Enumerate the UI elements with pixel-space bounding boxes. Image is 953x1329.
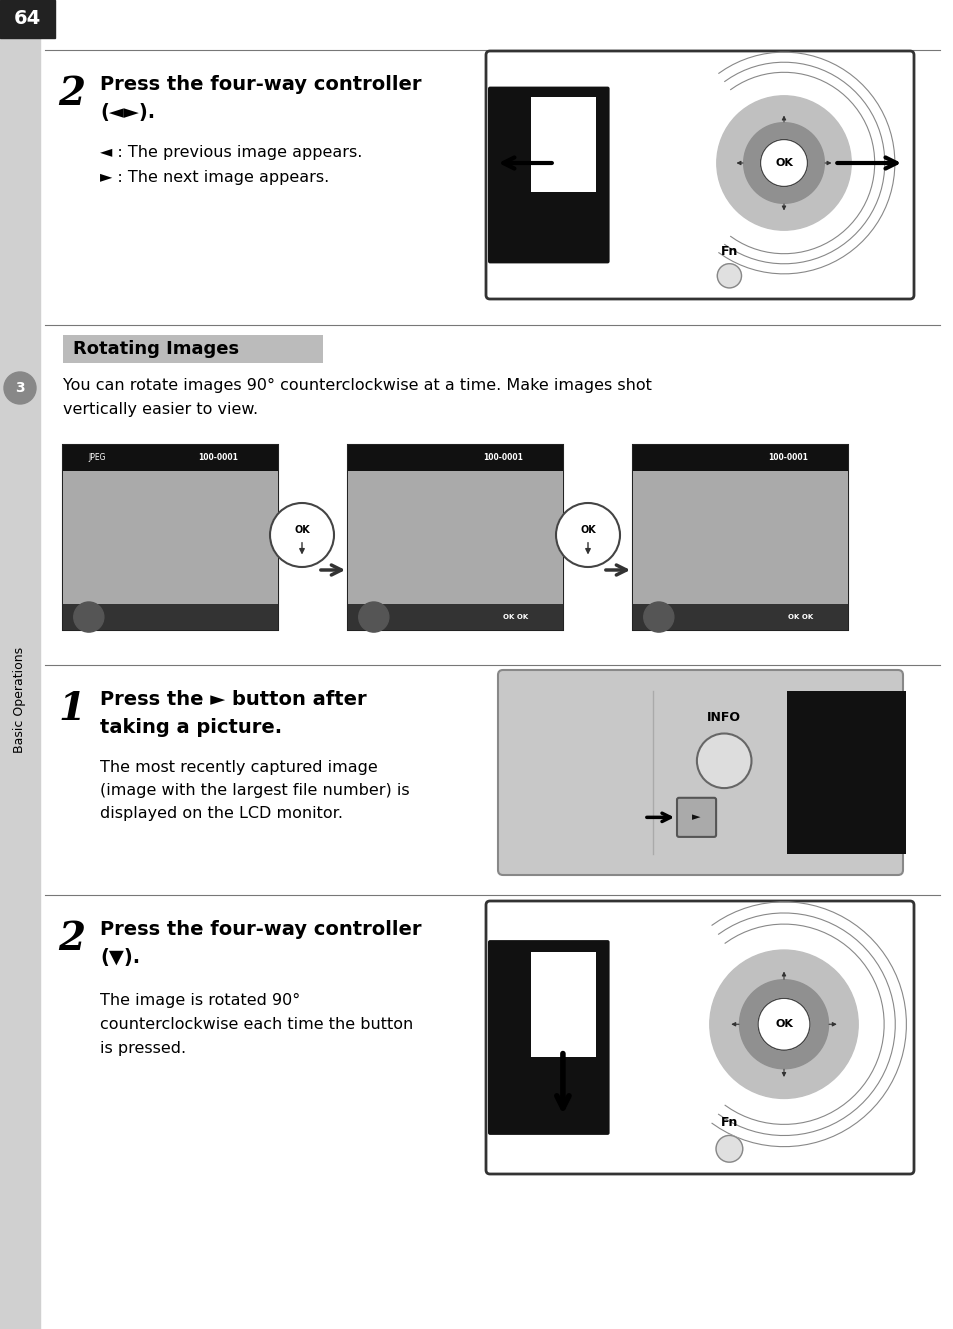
Bar [348, 445, 562, 470]
Bar [531, 952, 596, 1057]
Circle shape [739, 979, 827, 1069]
Circle shape [697, 734, 751, 788]
Text: Basic Operations: Basic Operations [13, 647, 27, 754]
Bar [348, 605, 562, 630]
Text: INFO: INFO [706, 711, 740, 724]
Bar [0, 0, 55, 39]
Text: vertically easier to view.: vertically easier to view. [63, 401, 258, 417]
Bar [786, 691, 905, 855]
Text: (◄►).: (◄►). [100, 104, 155, 122]
Bar [531, 97, 596, 193]
Circle shape [358, 602, 389, 633]
Bar [63, 445, 277, 630]
Text: 100-0001: 100-0001 [197, 453, 237, 462]
Text: OK OK: OK OK [787, 614, 813, 621]
Bar [633, 470, 847, 605]
Text: counterclockwise each time the button: counterclockwise each time the button [100, 1017, 413, 1033]
Text: 2: 2 [58, 74, 86, 113]
Text: OK: OK [774, 1019, 792, 1029]
Text: Press the four-way controller: Press the four-way controller [100, 920, 421, 940]
Text: OK: OK [579, 525, 596, 536]
Text: 1: 1 [58, 690, 86, 728]
Text: ◄ : The previous image appears.: ◄ : The previous image appears. [100, 145, 362, 159]
Circle shape [716, 96, 850, 230]
Text: JPEG: JPEG [89, 453, 106, 462]
Bar [348, 445, 562, 630]
Text: 3: 3 [15, 381, 25, 395]
Text: 2: 2 [58, 920, 86, 958]
Circle shape [709, 950, 858, 1099]
Circle shape [716, 1135, 742, 1162]
Text: Fn: Fn [720, 246, 738, 258]
Circle shape [743, 122, 823, 203]
Bar [63, 445, 277, 470]
Circle shape [556, 502, 619, 567]
Text: taking a picture.: taking a picture. [100, 718, 282, 738]
Text: The image is rotated 90°: The image is rotated 90° [100, 993, 300, 1007]
Bar [63, 335, 323, 363]
Bar [633, 445, 847, 630]
Text: (image with the largest file number) is: (image with the largest file number) is [100, 783, 409, 797]
Bar [0, 0, 40, 1329]
Text: Press the ► button after: Press the ► button after [100, 690, 366, 708]
Bar [633, 605, 847, 630]
Text: displayed on the LCD monitor.: displayed on the LCD monitor. [100, 805, 343, 821]
FancyBboxPatch shape [485, 901, 913, 1174]
Text: Fn: Fn [720, 1116, 738, 1128]
Bar [348, 470, 562, 605]
Circle shape [717, 263, 740, 288]
FancyBboxPatch shape [497, 670, 902, 874]
Text: ► : The next image appears.: ► : The next image appears. [100, 170, 329, 185]
Bar [63, 470, 277, 605]
Text: The most recently captured image: The most recently captured image [100, 760, 377, 775]
Circle shape [73, 602, 104, 633]
Bar [63, 605, 277, 630]
FancyBboxPatch shape [488, 86, 609, 263]
Text: 64: 64 [13, 9, 41, 28]
Text: Press the four-way controller: Press the four-way controller [100, 74, 421, 94]
FancyBboxPatch shape [485, 51, 913, 299]
Text: ►: ► [692, 812, 700, 823]
Text: OK OK: OK OK [502, 614, 528, 621]
FancyBboxPatch shape [677, 797, 716, 837]
Circle shape [4, 372, 36, 404]
Text: Rotating Images: Rotating Images [73, 340, 239, 358]
Circle shape [758, 998, 809, 1050]
Circle shape [643, 602, 673, 633]
Text: OK: OK [294, 525, 310, 536]
Text: is pressed.: is pressed. [100, 1041, 186, 1057]
Circle shape [760, 140, 806, 186]
Text: (▼).: (▼). [100, 948, 140, 968]
Text: 100-0001: 100-0001 [482, 453, 522, 462]
Text: 100-0001: 100-0001 [767, 453, 807, 462]
Text: OK: OK [774, 158, 792, 167]
Text: You can rotate images 90° counterclockwise at a time. Make images shot: You can rotate images 90° counterclockwi… [63, 377, 651, 393]
FancyBboxPatch shape [488, 940, 609, 1135]
Circle shape [270, 502, 334, 567]
Bar [633, 445, 847, 470]
